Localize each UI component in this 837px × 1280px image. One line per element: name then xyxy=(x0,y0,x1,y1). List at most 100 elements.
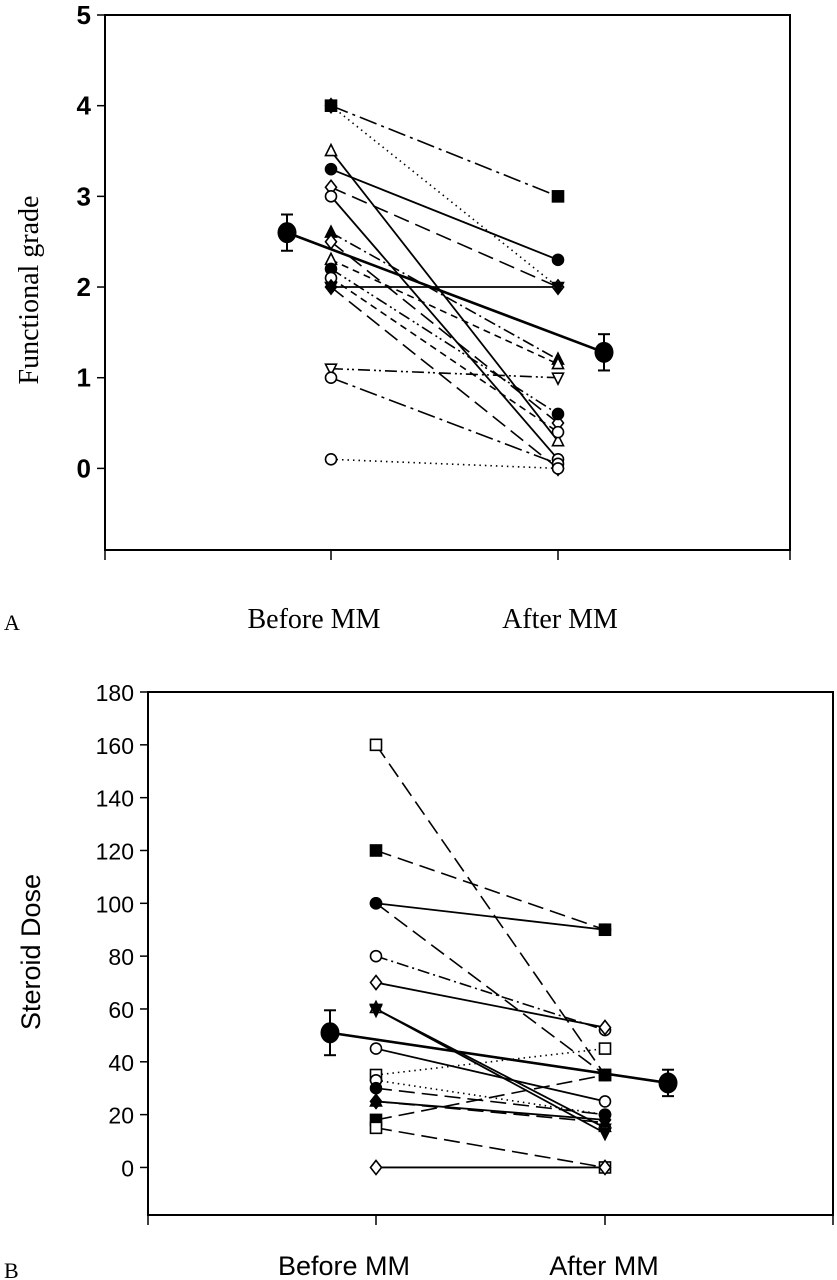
marker-after-3 xyxy=(598,923,612,937)
marker-after-3 xyxy=(551,432,565,447)
marker-after-8 xyxy=(598,1127,612,1142)
y-tick-label: 100 xyxy=(96,891,134,917)
y-tick-label: 0 xyxy=(77,453,91,483)
marker-before-4 xyxy=(324,162,338,176)
y-tick-label: 40 xyxy=(108,1050,134,1076)
y-tick-label: 160 xyxy=(96,733,134,759)
marker-before-9 xyxy=(369,1042,383,1055)
marker-after-14 xyxy=(551,372,565,387)
marker-after-6 xyxy=(598,1019,612,1036)
y-tick-label: 0 xyxy=(121,1155,134,1181)
series-line-14 xyxy=(375,1100,606,1124)
series-line-2 xyxy=(375,849,606,931)
series-line-5 xyxy=(375,955,606,1031)
mean-marker-before xyxy=(320,1022,340,1044)
marker-after-10 xyxy=(551,407,565,421)
mean-marker-before xyxy=(277,222,297,244)
panel-b-y-ticks: 0 20 40 60 80 100 120 140 160 180 xyxy=(96,680,148,1181)
series-line-4 xyxy=(375,902,606,1076)
y-tick-label: 5 xyxy=(77,0,91,30)
panel-a-series-lines xyxy=(330,104,559,470)
marker-after-12 xyxy=(551,281,565,296)
series-line-2 xyxy=(330,105,559,288)
series-line-10 xyxy=(330,268,559,415)
plot-border xyxy=(104,14,791,551)
series-line-14 xyxy=(330,367,559,379)
marker-before-12 xyxy=(369,1081,383,1095)
panel-a-y-ticks: 0 1 2 3 4 5 xyxy=(77,0,105,483)
y-tick-label: 3 xyxy=(77,181,91,211)
series-line-6 xyxy=(330,195,559,460)
series-line-3 xyxy=(330,150,559,442)
series-line-8 xyxy=(330,241,559,424)
marker-before-5 xyxy=(369,949,383,963)
marker-after-17 xyxy=(598,1159,612,1176)
series-line-9 xyxy=(375,1047,606,1103)
series-line-1 xyxy=(330,104,559,198)
series-line-5 xyxy=(330,186,559,288)
marker-before-16 xyxy=(324,453,338,466)
marker-before-3 xyxy=(324,142,338,157)
series-line-13 xyxy=(330,286,559,470)
series-line-9 xyxy=(330,259,559,365)
y-tick-label: 120 xyxy=(96,838,134,864)
marker-after-11 xyxy=(551,425,565,439)
panel-b-plot-frame xyxy=(147,691,834,1225)
panel-a-chart: 0 1 2 3 4 5 Functional grade Before MM After … xyxy=(4,0,791,635)
panel-a-y-axis-label: Functional grade xyxy=(14,196,45,385)
series-line-16 xyxy=(375,1127,606,1169)
mean-line xyxy=(286,231,605,354)
panel-a-x-tick-after: After MM xyxy=(502,604,618,635)
marker-before-4 xyxy=(369,897,383,910)
y-tick-label: 60 xyxy=(108,997,134,1023)
mean-marker-after xyxy=(658,1072,678,1094)
series-line-4 xyxy=(330,168,559,261)
y-tick-label: 1 xyxy=(77,363,91,393)
marker-before-6 xyxy=(369,974,383,991)
y-tick-label: 20 xyxy=(108,1103,134,1129)
series-line-6 xyxy=(375,981,606,1029)
panel-b-markers xyxy=(369,738,612,1176)
marker-before-16 xyxy=(369,1121,383,1135)
panel-b-x-tick-before: Before MM xyxy=(278,1251,410,1280)
series-line-15 xyxy=(375,1074,606,1121)
series-line-16 xyxy=(330,458,559,470)
marker-before-2 xyxy=(324,97,338,114)
y-tick-label: 4 xyxy=(77,91,92,121)
panel-b-label: B xyxy=(4,1258,19,1280)
series-line-8 xyxy=(375,1008,606,1134)
marker-after-10 xyxy=(598,1042,612,1055)
marker-after-9 xyxy=(598,1095,612,1108)
marker-before-14 xyxy=(324,363,338,377)
marker-after-1 xyxy=(551,190,565,203)
marker-before-2 xyxy=(369,844,383,857)
panel-a-plot-frame xyxy=(104,14,791,560)
y-tick-label: 80 xyxy=(108,944,134,970)
panel-a-mean xyxy=(277,213,614,372)
series-line-12 xyxy=(375,1087,606,1116)
panel-b-y-axis-label: Steroid Dose xyxy=(16,874,46,1030)
series-line-11 xyxy=(330,277,559,433)
panel-a-markers xyxy=(324,97,565,477)
plot-border xyxy=(147,691,834,1216)
y-tick-label: 2 xyxy=(77,272,91,302)
panel-b-x-tick-after: After MM xyxy=(549,1251,659,1280)
series-line-3 xyxy=(375,902,606,931)
mean-marker-after xyxy=(594,341,614,363)
y-tick-label: 180 xyxy=(96,680,134,706)
marker-before-17 xyxy=(369,1159,383,1176)
panel-b-series-lines xyxy=(375,744,606,1169)
marker-after-4 xyxy=(551,253,565,267)
series-line-1 xyxy=(375,744,606,1076)
marker-before-1 xyxy=(369,738,383,752)
marker-before-15 xyxy=(324,371,338,385)
panel-b-mean xyxy=(320,1009,678,1098)
marker-before-6 xyxy=(324,190,338,203)
marker-before-8 xyxy=(369,1003,383,1018)
marker-before-14 xyxy=(369,1093,383,1107)
marker-after-9 xyxy=(551,355,565,370)
marker-after-14 xyxy=(598,1114,612,1128)
panel-a-x-tick-before: Before MM xyxy=(248,604,381,635)
mean-line xyxy=(329,1031,669,1085)
